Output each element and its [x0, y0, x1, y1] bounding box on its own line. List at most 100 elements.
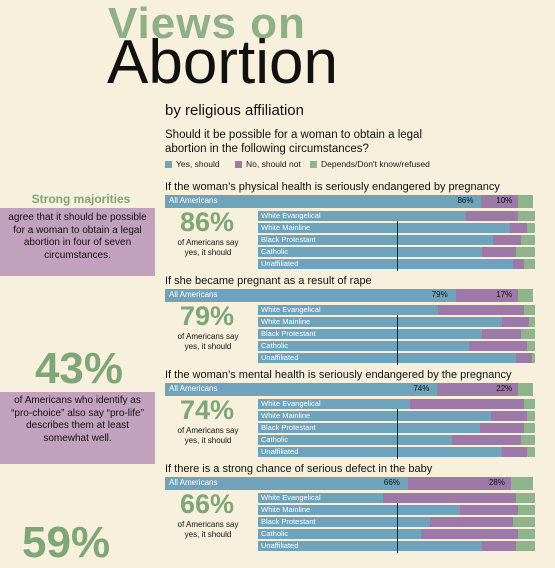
group-label: White Evangelical — [261, 305, 321, 314]
bar-yes — [165, 383, 438, 396]
bar-no — [407, 477, 511, 490]
bar-yes — [258, 435, 452, 445]
bar-depends — [523, 305, 535, 315]
bottom-percent: 59% — [22, 518, 111, 567]
all-americans-bar: All Americans 66% 28% — [165, 477, 533, 490]
bar-depends — [529, 317, 535, 327]
group-label: Black Protestant — [261, 329, 316, 338]
group-bar-row: White Evangelical — [258, 211, 535, 221]
group-label: White Mainline — [261, 223, 311, 232]
big-percent-caption: of Americans say yes, it should — [177, 238, 239, 257]
bar-no-label: 28% — [488, 478, 505, 487]
subtitle: by religious affiliation — [165, 102, 304, 119]
legend-item-no: No, should not — [235, 159, 301, 169]
big-percent: 86% — [180, 207, 235, 237]
bar-depends — [526, 223, 535, 233]
bar-depends — [526, 447, 535, 457]
bar-depends — [526, 341, 535, 351]
bar-depends — [515, 541, 535, 551]
bar-no-label: 17% — [496, 290, 513, 299]
group-bar-row: Unaffiliated — [258, 447, 535, 457]
legend-label-yes: Yes, should — [176, 159, 220, 169]
bar-yes-label: 79% — [431, 290, 448, 299]
all-americans-label: All Americans — [169, 478, 218, 487]
bar-yes — [258, 493, 383, 503]
group-label: Unaffiliated — [261, 541, 299, 550]
group-label: White Mainline — [261, 505, 311, 514]
all-americans-bar: All Americans 74% 22% — [165, 383, 533, 396]
bar-yes — [258, 235, 494, 245]
group-bar-row: Catholic — [258, 529, 535, 539]
group-bar-row: White Mainline — [258, 411, 535, 421]
legend-swatch-yes — [165, 160, 172, 168]
bar-depends — [518, 195, 533, 208]
bar-yes — [258, 517, 430, 527]
bar-no — [479, 423, 524, 433]
group-label: Catholic — [261, 529, 289, 538]
group-label: Black Protestant — [261, 235, 316, 244]
reference-line — [396, 221, 398, 271]
big-percent: 79% — [180, 301, 235, 331]
bar-yes — [258, 223, 511, 233]
group-label: Catholic — [261, 247, 289, 256]
legend-swatch-depends — [310, 160, 317, 168]
title-line2: Abortion — [107, 28, 338, 97]
chart-title: If she became pregnant as a result of ra… — [165, 275, 372, 287]
bar-yes — [165, 195, 482, 208]
group-bar-row: White Evangelical — [258, 493, 535, 503]
all-americans-label: All Americans — [169, 196, 218, 205]
group-bar-row: Unaffiliated — [258, 353, 535, 363]
group-bar-row: Catholic — [258, 341, 535, 351]
bar-depends — [518, 383, 533, 396]
pro-choice-percent: 43% — [34, 344, 124, 393]
bar-yes — [165, 477, 408, 490]
bar-yes — [258, 411, 491, 421]
chart-title: If the woman’s mental health is seriousl… — [165, 369, 512, 381]
big-percent-caption: of Americans say yes, it should — [177, 426, 239, 445]
bar-no — [460, 505, 519, 515]
group-label: White Mainline — [261, 317, 311, 326]
bar-depends — [515, 247, 535, 257]
bar-no — [501, 447, 527, 457]
bar-depends — [532, 353, 535, 363]
group-bar-row: White Evangelical — [258, 305, 535, 315]
bar-no — [490, 411, 527, 421]
bar-yes — [258, 399, 411, 409]
pro-choice-box — [0, 392, 155, 464]
big-percent: 74% — [180, 395, 235, 425]
bar-yes — [258, 423, 480, 433]
bar-yes-label: 74% — [413, 384, 430, 393]
bar-yes — [258, 305, 439, 315]
bar-yes — [258, 259, 513, 269]
group-bar-row: Black Protestant — [258, 423, 535, 433]
reference-line — [396, 409, 398, 459]
bar-yes — [258, 211, 466, 221]
bar-depends — [518, 211, 535, 221]
bar-yes — [258, 341, 469, 351]
bar-no — [482, 329, 522, 339]
bar-no — [482, 247, 516, 257]
group-bar-row: White Evangelical — [258, 399, 535, 409]
pro-choice-text: of Americans who identify as “pro-choice… — [11, 395, 144, 444]
bar-no — [515, 353, 533, 363]
group-bar-row: Black Protestant — [258, 329, 535, 339]
bar-no — [421, 529, 519, 539]
legend-item-depends: Depends/Don't know/refused — [310, 159, 430, 169]
big-percent-caption: of Americans say yes, it should — [177, 520, 239, 539]
bar-depends — [521, 329, 535, 339]
group-bar-row: Catholic — [258, 435, 535, 445]
bar-depends — [515, 493, 535, 503]
bar-yes — [258, 541, 483, 551]
bar-yes-label: 66% — [383, 478, 400, 487]
group-label: White Evangelical — [261, 399, 321, 408]
bar-no — [510, 223, 527, 233]
bar-no — [465, 211, 519, 221]
bar-depends — [526, 411, 535, 421]
bar-no — [493, 235, 522, 245]
group-bar-row: White Mainline — [258, 223, 535, 233]
all-americans-bar: All Americans 79% 17% — [165, 289, 533, 302]
legend-item-yes: Yes, should — [165, 159, 220, 169]
bar-depends — [523, 399, 535, 409]
reference-line — [396, 503, 398, 553]
group-bar-row: White Mainline — [258, 505, 535, 515]
